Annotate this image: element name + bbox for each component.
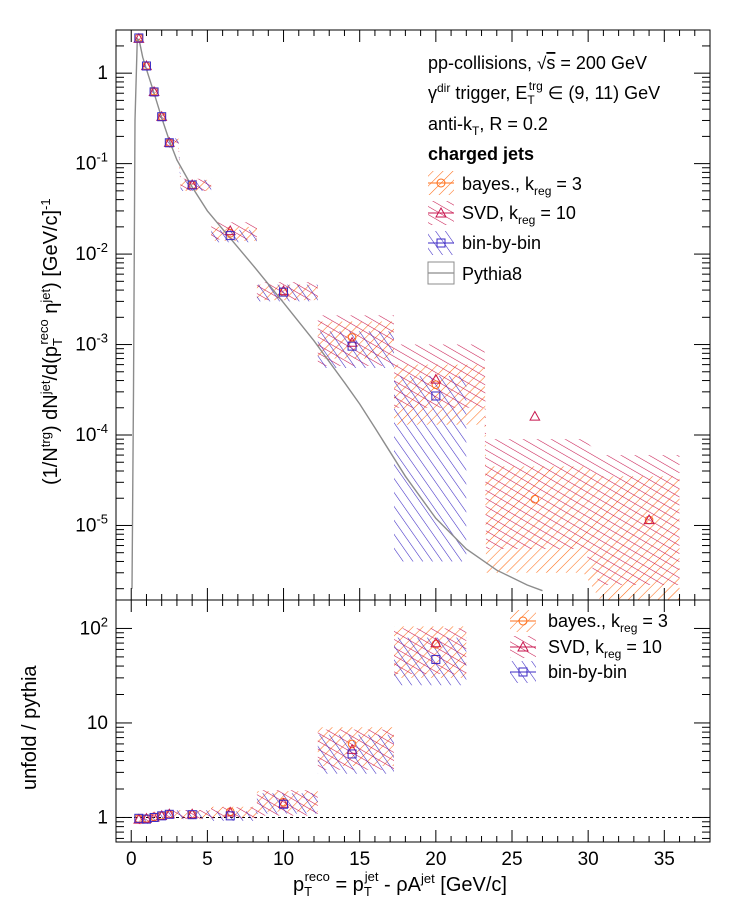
bottom-point-bin-by-bin	[279, 799, 289, 809]
bottom-point-bin-by-bin	[347, 749, 357, 759]
bottom-point-bayes-k-reg-3	[347, 739, 357, 749]
bottom-point-bin-by-bin	[187, 810, 197, 820]
top-y-tick-label: 10-4	[75, 421, 108, 446]
x-tick-label: 35	[654, 849, 675, 870]
bottom-point-bin-by-bin	[225, 811, 235, 821]
bottom-point-svd-k-reg-10	[430, 637, 442, 648]
bottom-uncertainty-bands	[135, 626, 467, 825]
top-point-bayes-k-reg-3	[347, 333, 357, 342]
x-axis-title: pTreco = pTjet - ρAjet [GeV/c]	[293, 869, 507, 899]
svg-text:bin-by-bin: bin-by-bin	[462, 233, 541, 253]
x-tick-label: 15	[349, 849, 370, 870]
bottom-plot-frame	[115, 599, 711, 843]
bottom-y-tick-label: 10	[87, 713, 108, 734]
x-tick-label: 25	[501, 849, 522, 870]
legend-entry-bayes: bayes., kreg = 3	[428, 171, 582, 198]
top-point-bin-by-bin	[141, 61, 151, 71]
bottom-legend-entry-svd: SVD, kreg = 10	[510, 636, 662, 661]
legend-entry-bin-by-bin: bin-by-bin	[428, 231, 541, 255]
top-y-tick-label: 10-5	[75, 511, 108, 536]
annotation-collision: pp-collisions, √s = 200 GeV	[428, 53, 647, 73]
top-point-svd-k-reg-10	[643, 513, 655, 525]
legend-entry-pythia8: Pythia8	[427, 261, 522, 285]
svg-text:SVD, kreg = 10: SVD, kreg = 10	[548, 637, 662, 661]
top-point-bin-by-bin	[187, 180, 197, 190]
svg-text:Pythia8: Pythia8	[462, 264, 522, 284]
top-point-bin-by-bin	[164, 138, 174, 148]
bottom-point-svd-k-reg-10	[133, 813, 145, 824]
top-y-tick-label: 10-1	[75, 150, 108, 175]
x-tick-label: 20	[425, 849, 446, 870]
bottom-point-bin-by-bin	[164, 809, 174, 819]
top-uncertainty-bands	[135, 34, 680, 601]
top-curves	[131, 36, 543, 592]
top-point-bin-by-bin	[279, 287, 289, 297]
annotation-trigger: γdir trigger, ETtrg ∈ (9, 11) GeV	[428, 79, 660, 107]
x-tick-label: 0	[126, 849, 137, 870]
bottom-point-svd-k-reg-10	[346, 743, 358, 754]
bottom-point-svd-k-reg-10	[140, 812, 153, 823]
x-tick-label: 5	[202, 849, 213, 870]
top-point-bin-by-bin	[134, 33, 144, 43]
top-point-svd-k-reg-10	[277, 285, 290, 296]
bottom-legend-entry-bayes: bayes., kreg = 3	[510, 610, 668, 635]
top-point-bayes-k-reg-3	[530, 494, 540, 504]
bottom-axis-ticks: 0 5 10 15 20 25 30 35 1 10 102	[80, 599, 711, 870]
svg-text:bayes., kreg = 3: bayes., kreg = 3	[548, 611, 668, 635]
annotation-algorithm: anti-kT, R = 0.2	[428, 114, 548, 138]
bottom-markers	[133, 637, 442, 824]
top-point-bin-by-bin	[157, 112, 167, 122]
top-y-axis-title: (1/Ntrg) dNjet/d(pTreco ηjet) [GeV/c]-1	[36, 198, 65, 485]
top-point-svd-k-reg-10	[224, 224, 236, 236]
bottom-y-tick-label: 1	[97, 807, 108, 828]
svg-text:bayes., kreg = 3: bayes., kreg = 3	[462, 174, 582, 198]
svg-text:SVD, kreg = 10: SVD, kreg = 10	[462, 203, 576, 227]
top-y-tick-label: 1	[97, 63, 108, 84]
annotation-charged-jets: charged jets	[428, 144, 534, 164]
top-y-tick-label: 10-3	[75, 331, 108, 356]
top-legend: bayes., kreg = 3 SVD, kreg = 10 bin-by-b…	[427, 171, 582, 285]
bottom-point-svd-k-reg-10	[277, 797, 290, 808]
legend-entry-svd: SVD, kreg = 10	[428, 201, 576, 227]
top-point-bin-by-bin	[347, 341, 357, 351]
bottom-point-svd-k-reg-10	[186, 808, 198, 819]
top-axis-ticks: 1 10-1 10-2 10-3 10-4 10-5	[75, 29, 711, 600]
x-tick-label: 30	[578, 849, 599, 870]
top-point-svd-k-reg-10	[430, 373, 442, 384]
bottom-legend: bayes., kreg = 3 SVD, kreg = 10 bin-by-b…	[510, 610, 668, 683]
pythia8-curve	[131, 36, 543, 592]
bottom-y-axis-title: unfold / pythia	[19, 665, 41, 790]
top-point-bayes-k-reg-3	[431, 380, 441, 389]
top-markers	[133, 32, 655, 525]
top-point-bin-by-bin	[225, 231, 235, 241]
top-y-tick-label: 10-2	[75, 240, 108, 265]
x-tick-label: 10	[273, 849, 294, 870]
bottom-point-bin-by-bin	[431, 654, 441, 664]
top-band-bin-by-bin	[135, 34, 467, 562]
svg-text:bin-by-bin: bin-by-bin	[548, 662, 627, 682]
top-point-bin-by-bin	[149, 87, 159, 97]
bottom-legend-entry-bin-by-bin: bin-by-bin	[510, 661, 627, 683]
top-band-svd-k-reg-10	[135, 34, 680, 586]
top-point-bin-by-bin	[431, 391, 441, 401]
bottom-y-tick-label: 102	[80, 614, 108, 639]
top-point-svd-k-reg-10	[529, 410, 541, 421]
bottom-band-bin-by-bin	[135, 637, 467, 824]
